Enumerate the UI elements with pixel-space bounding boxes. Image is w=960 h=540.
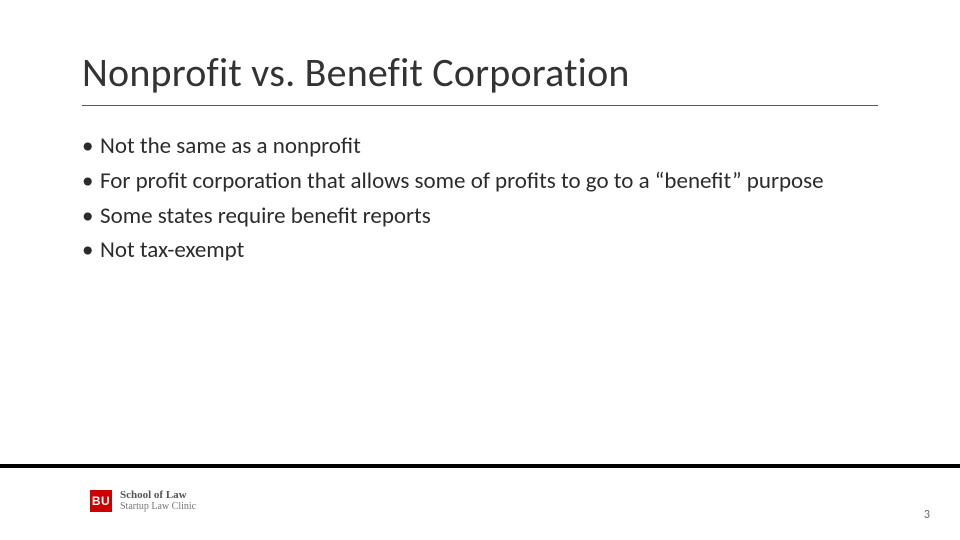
bullet-item: Not tax-exempt	[82, 236, 830, 265]
footer-divider	[0, 464, 960, 468]
title-block: Nonprofit vs. Benefit Corporation	[82, 48, 878, 106]
logo-line-1: School of Law	[120, 490, 196, 502]
logo-text: School of Law Startup Law Clinic	[120, 490, 196, 512]
footer-logo: BU School of Law Startup Law Clinic	[90, 490, 196, 512]
bullet-list: Not the same as a nonprofit For profit c…	[82, 132, 830, 271]
bu-logo-icon: BU	[90, 490, 112, 512]
bullet-item: For profit corporation that allows some …	[82, 167, 830, 196]
bullet-item: Some states require benefit reports	[82, 202, 830, 231]
logo-line-2: Startup Law Clinic	[120, 502, 196, 513]
page-number: 3	[924, 508, 930, 522]
slide: Nonprofit vs. Benefit Corporation Not th…	[0, 0, 960, 540]
slide-title: Nonprofit vs. Benefit Corporation	[82, 48, 878, 106]
bullet-item: Not the same as a nonprofit	[82, 132, 830, 161]
